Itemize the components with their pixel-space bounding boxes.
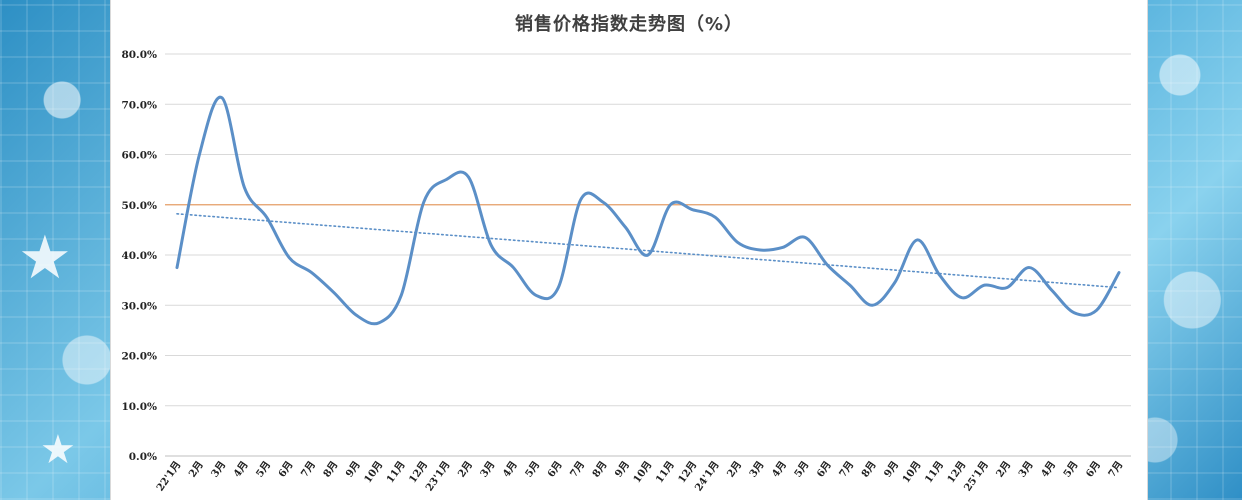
- x-tick-label: 12月: [676, 459, 700, 485]
- x-tick-label: 4月: [1039, 459, 1059, 480]
- chart-title: 销售价格指数走势图（%）: [514, 14, 744, 35]
- x-tick-label: 7月: [837, 459, 857, 480]
- x-tick-label: 5月: [523, 459, 543, 480]
- x-tick-label: 6月: [545, 459, 565, 480]
- x-tick-label: 8月: [321, 459, 341, 480]
- y-tick-label: 20.0%: [121, 351, 157, 363]
- trendline: [176, 212, 1120, 289]
- line-chart: 0.0% 10.0% 20.0% 30.0% 40.0% 50.0% 60.0% 70.0% 8…: [121, 49, 1131, 494]
- x-tick-label: 7月: [298, 459, 318, 480]
- x-tick-label: 4月: [231, 459, 251, 480]
- y-axis-ticks: 0.0% 10.0% 20.0% 30.0% 40.0% 50.0% 60.0% 70.0% 8…: [121, 49, 157, 463]
- x-tick-label: 12月: [407, 459, 431, 485]
- y-tick-label: 50.0%: [121, 200, 157, 212]
- x-tick-label: 10月: [900, 459, 924, 485]
- x-tick-label: 8月: [590, 459, 610, 480]
- x-tick-label: 4月: [769, 459, 789, 480]
- x-tick-label: 5月: [1061, 459, 1081, 480]
- trendline-layer: [176, 212, 1120, 289]
- x-tick-label: 7月: [568, 459, 588, 480]
- x-tick-label: 11月: [922, 459, 946, 485]
- x-tick-label: 3月: [209, 459, 229, 480]
- y-tick-label: 40.0%: [121, 250, 157, 262]
- x-tick-label: 5月: [792, 459, 812, 480]
- x-tick-label: 2月: [186, 459, 206, 480]
- x-tick-label: 6月: [814, 459, 834, 480]
- x-tick-label: 2月: [994, 459, 1014, 480]
- y-tick-label: 0.0%: [129, 451, 157, 463]
- x-tick-label: 6月: [276, 459, 296, 480]
- x-tick-label: 3月: [1016, 459, 1036, 480]
- x-tick-label: 2月: [455, 459, 475, 480]
- x-tick-label: 10月: [362, 459, 386, 485]
- x-tick-label: 2月: [725, 459, 745, 480]
- y-tick-label: 30.0%: [121, 300, 157, 312]
- x-tick-label: 12月: [945, 459, 969, 485]
- y-tick-label: 70.0%: [121, 99, 157, 111]
- star-decoration-icon: ★: [40, 427, 76, 473]
- y-tick-label: 10.0%: [121, 401, 157, 413]
- x-tick-label: 9月: [612, 459, 632, 480]
- x-tick-label: 11月: [384, 459, 408, 485]
- series-layer: [175, 95, 1121, 326]
- x-tick-label: 3月: [478, 459, 498, 480]
- x-tick-label: 7月: [1106, 459, 1126, 480]
- star-decoration-icon: ★: [18, 223, 72, 293]
- x-tick-label: 10月: [631, 459, 655, 485]
- x-tick-label: 9月: [882, 459, 902, 480]
- x-tick-label: 22'1月: [154, 459, 183, 494]
- series-line: [175, 95, 1121, 326]
- y-tick-label: 80.0%: [121, 49, 157, 61]
- x-tick-label: 11月: [653, 459, 677, 485]
- x-tick-label: 5月: [254, 459, 274, 480]
- y-tick-label: 60.0%: [121, 150, 157, 162]
- x-tick-label: 3月: [747, 459, 767, 480]
- chart-panel: 销售价格指数走势图（%） 0.0% 10.0% 20.0% 30.0% 40.0% 50.…: [110, 0, 1148, 500]
- x-tick-label: 8月: [859, 459, 879, 480]
- x-tick-label: 4月: [500, 459, 520, 480]
- x-tick-label: 6月: [1083, 459, 1103, 480]
- x-tick-label: 9月: [343, 459, 363, 480]
